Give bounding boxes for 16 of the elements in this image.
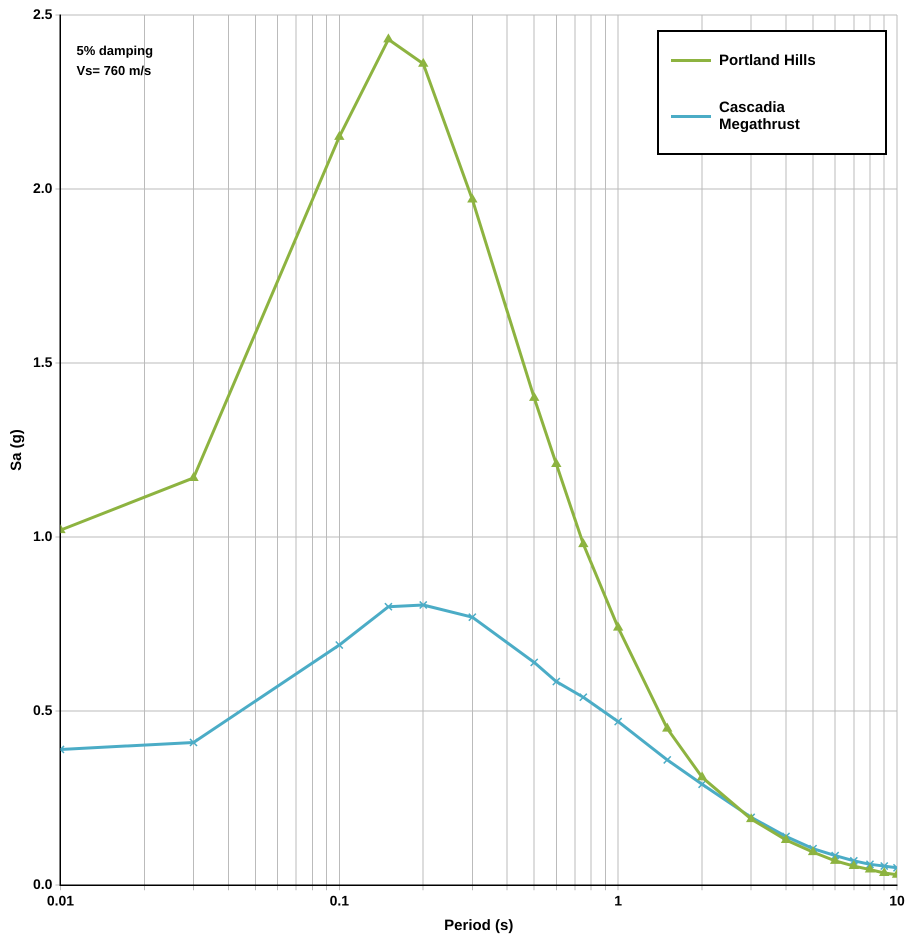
- x-tick-label: 0.01: [46, 892, 74, 908]
- x-tick-label: 10: [889, 892, 905, 908]
- y-tick-label: 0.0: [32, 876, 53, 892]
- x-tick-label: 1: [614, 892, 622, 908]
- x-tick-label: 0.1: [330, 892, 350, 908]
- y-tick-label: 2.0: [32, 180, 53, 196]
- annotation: Vs= 760 m/s: [76, 63, 152, 78]
- annotation: 5% damping: [76, 43, 154, 58]
- y-tick-label: 1.5: [32, 354, 53, 370]
- y-tick-label: 2.5: [32, 6, 53, 22]
- x-axis-title: Period (s): [444, 917, 514, 934]
- y-tick-label: 1.0: [32, 528, 53, 544]
- y-tick-label: 0.5: [32, 702, 53, 718]
- y-axis-title: Sa (g): [8, 429, 26, 471]
- legend-label: Portland Hills: [719, 52, 817, 69]
- legend-label: Cascadia Megathrust: [719, 99, 801, 133]
